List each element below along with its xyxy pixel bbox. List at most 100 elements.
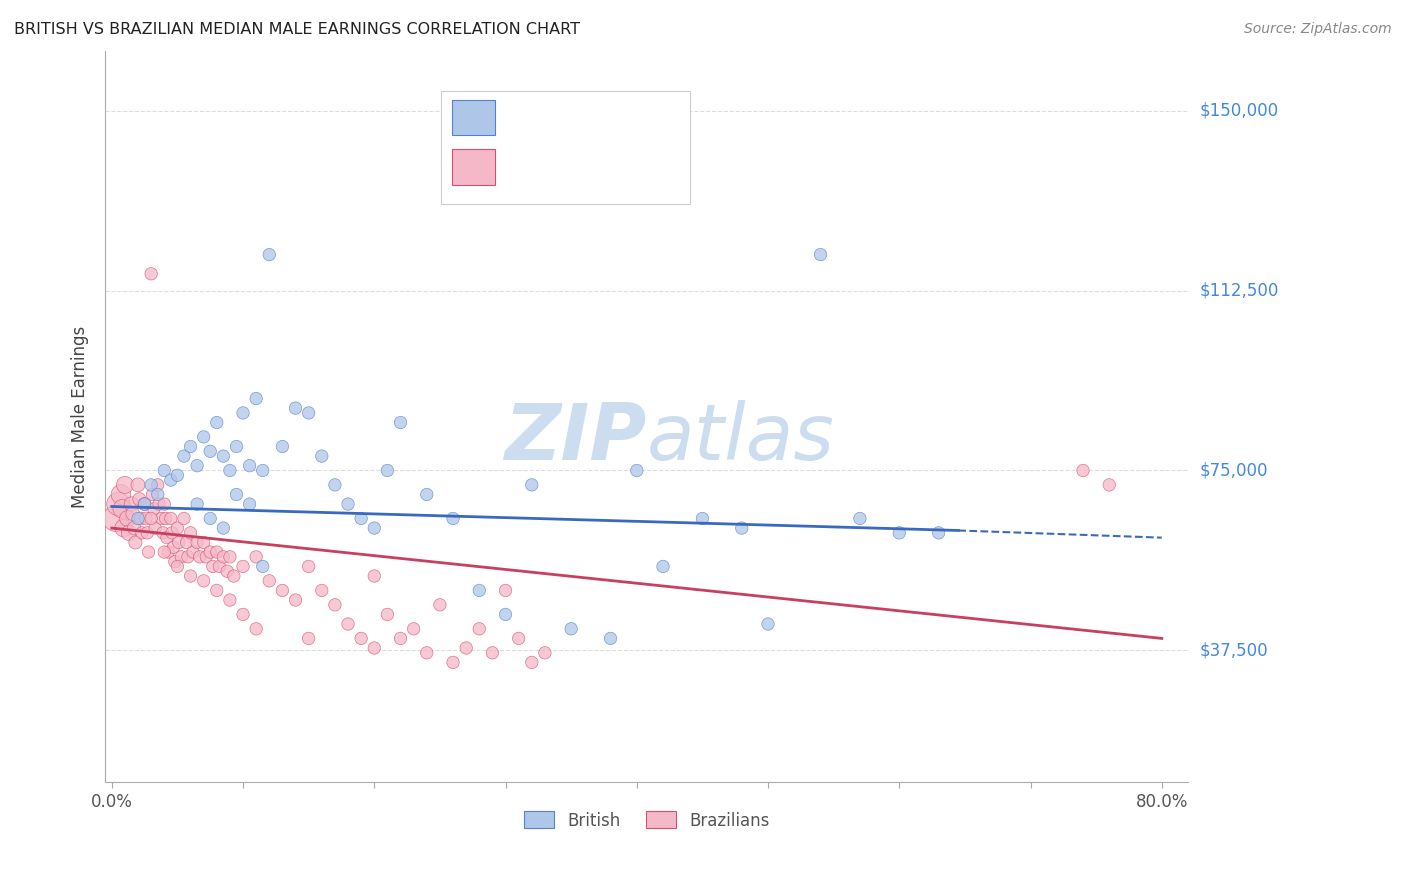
Point xyxy=(363,521,385,535)
Point xyxy=(177,549,200,564)
Point xyxy=(252,463,274,477)
Point xyxy=(508,632,530,646)
Point xyxy=(162,541,184,555)
Point xyxy=(271,440,294,454)
Point xyxy=(350,632,373,646)
Point xyxy=(692,511,714,525)
Point xyxy=(200,511,222,525)
Point xyxy=(429,598,451,612)
Point xyxy=(173,449,195,463)
Point xyxy=(136,525,159,540)
Point xyxy=(200,444,222,458)
Point xyxy=(232,559,254,574)
Text: -0.065: -0.065 xyxy=(538,110,598,128)
Point xyxy=(389,632,412,646)
Point xyxy=(155,511,177,525)
Point xyxy=(121,497,143,511)
Point xyxy=(284,593,307,607)
Point xyxy=(160,511,183,525)
Point xyxy=(323,598,346,612)
Point xyxy=(481,646,503,660)
Point xyxy=(134,497,156,511)
Text: -0.123: -0.123 xyxy=(538,161,598,179)
Text: ZIP: ZIP xyxy=(505,401,647,476)
Point xyxy=(141,511,163,525)
Point xyxy=(150,511,173,525)
FancyBboxPatch shape xyxy=(451,150,495,185)
Point xyxy=(468,583,491,598)
Point xyxy=(441,511,464,525)
Point xyxy=(889,525,911,540)
Point xyxy=(599,632,621,646)
Point xyxy=(363,640,385,655)
Point xyxy=(239,458,262,473)
FancyBboxPatch shape xyxy=(441,91,690,204)
Point xyxy=(225,440,247,454)
Point xyxy=(188,549,211,564)
Point xyxy=(131,525,153,540)
Point xyxy=(111,501,134,516)
Point xyxy=(166,559,188,574)
Text: 53: 53 xyxy=(628,110,651,128)
Text: $37,500: $37,500 xyxy=(1199,641,1268,659)
Point xyxy=(389,416,412,430)
FancyBboxPatch shape xyxy=(451,100,495,135)
Point xyxy=(468,622,491,636)
Point xyxy=(156,531,179,545)
Point xyxy=(124,535,146,549)
Point xyxy=(142,501,165,516)
Point xyxy=(350,511,373,525)
Point xyxy=(363,569,385,583)
Point xyxy=(212,549,235,564)
Point xyxy=(298,632,321,646)
Text: 93: 93 xyxy=(628,161,651,179)
Point xyxy=(114,478,136,492)
Point xyxy=(1098,478,1121,492)
Point xyxy=(181,545,204,559)
Point xyxy=(441,656,464,670)
Point xyxy=(245,549,267,564)
Point xyxy=(128,492,150,507)
Point xyxy=(298,559,321,574)
Point xyxy=(152,525,174,540)
Point xyxy=(166,521,188,535)
Text: N =: N = xyxy=(598,110,634,128)
Point xyxy=(245,392,267,406)
Point xyxy=(157,545,180,559)
Point xyxy=(756,617,779,632)
Text: N =: N = xyxy=(598,161,634,179)
Point xyxy=(134,497,156,511)
Point xyxy=(193,535,215,549)
Point xyxy=(201,559,224,574)
Point xyxy=(127,478,149,492)
Point xyxy=(166,468,188,483)
Point xyxy=(170,549,193,564)
Text: R =: R = xyxy=(506,110,541,128)
Point xyxy=(141,478,163,492)
Point xyxy=(138,545,160,559)
Point xyxy=(146,478,169,492)
Point xyxy=(127,511,149,525)
Point xyxy=(186,535,208,549)
Point xyxy=(495,607,517,622)
Point xyxy=(176,535,198,549)
Point xyxy=(186,458,208,473)
Point xyxy=(112,521,135,535)
Point xyxy=(205,583,228,598)
Point xyxy=(163,555,186,569)
Point xyxy=(135,511,157,525)
Point xyxy=(122,521,145,535)
Point xyxy=(212,449,235,463)
Point xyxy=(205,416,228,430)
Point xyxy=(534,646,557,660)
Point xyxy=(377,607,399,622)
Point xyxy=(121,507,143,521)
Point xyxy=(239,497,262,511)
Point xyxy=(456,640,478,655)
Point xyxy=(153,463,176,477)
Point xyxy=(252,559,274,574)
Point xyxy=(148,497,170,511)
Point xyxy=(731,521,754,535)
Point xyxy=(193,430,215,444)
Text: atlas: atlas xyxy=(647,401,835,476)
